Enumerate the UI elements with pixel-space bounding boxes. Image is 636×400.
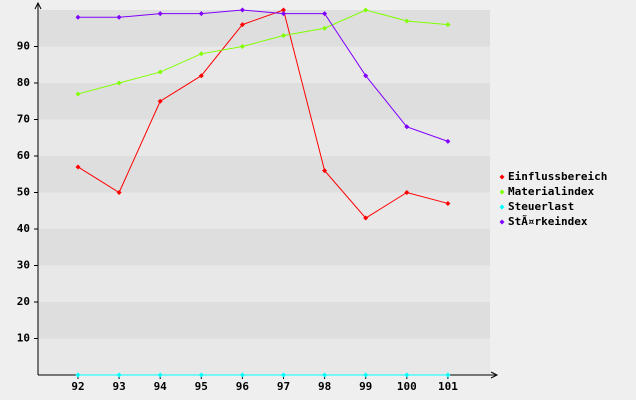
y-tick-label: 50 [17, 186, 30, 199]
x-tick-label: 101 [438, 380, 458, 393]
data-point [322, 168, 328, 174]
grid-band [38, 265, 490, 302]
data-point [198, 73, 204, 79]
x-tick-label: 100 [397, 380, 417, 393]
y-tick-label: 60 [17, 149, 30, 162]
grid-band [38, 302, 490, 339]
data-point [75, 14, 81, 20]
data-point [322, 25, 328, 31]
data-point [157, 372, 163, 378]
legend-label: Einflussbereich [508, 170, 607, 183]
grid-band [38, 229, 490, 266]
data-point [404, 190, 410, 195]
data-point [198, 372, 204, 378]
data-point [363, 7, 369, 13]
y-tick-label: 80 [17, 76, 30, 89]
data-point [157, 11, 163, 17]
data-point [363, 73, 369, 79]
data-point [75, 91, 81, 97]
data-point [239, 22, 245, 28]
x-tick-label: 94 [154, 380, 168, 393]
data-point [157, 98, 163, 104]
series-line [77, 9, 449, 219]
y-tick-label: 90 [17, 40, 30, 53]
grid-band [38, 338, 490, 375]
x-axis-arrow [490, 371, 499, 379]
y-tick-label: 10 [17, 332, 30, 345]
data-point [75, 164, 81, 170]
data-point [445, 372, 451, 378]
legend-label: Materialindex [508, 185, 594, 198]
grid-band [38, 156, 490, 193]
x-tick-label: 92 [71, 380, 84, 393]
data-point [157, 69, 163, 75]
x-tick-label: 96 [236, 380, 250, 393]
data-point [404, 18, 410, 24]
data-point [116, 372, 122, 378]
data-point [404, 124, 410, 130]
data-point [445, 200, 451, 206]
data-point [445, 138, 451, 144]
data-point [116, 80, 122, 86]
y-tick-label: 30 [17, 259, 30, 272]
data-point [404, 372, 410, 378]
legend-label: Steuerlast [508, 200, 574, 213]
y-tick-label: 70 [17, 113, 30, 126]
y-tick-label: 20 [17, 295, 30, 308]
data-point [198, 11, 204, 17]
data-point [281, 33, 286, 39]
data-point [281, 7, 286, 13]
legend-marker [499, 189, 505, 195]
data-point [363, 372, 369, 378]
x-tick-label: 99 [359, 380, 372, 393]
series-line [77, 9, 448, 95]
series-line [78, 9, 449, 142]
grid-band [38, 46, 490, 83]
data-point [281, 11, 286, 17]
data-point [239, 372, 245, 378]
data-point [116, 190, 122, 195]
legend-marker [499, 204, 505, 210]
data-point [322, 11, 328, 17]
legend-marker [499, 219, 505, 225]
grid-band [38, 83, 490, 120]
x-tick-label: 98 [318, 380, 331, 393]
data-point [445, 22, 451, 28]
data-point [198, 51, 204, 57]
grid-band [38, 192, 490, 229]
y-axis-arrow [34, 1, 42, 10]
data-point [281, 372, 286, 378]
legend-label: StÃ¤rkeindex [508, 215, 588, 228]
data-point [322, 372, 328, 378]
data-point [363, 215, 369, 221]
x-tick-label: 97 [277, 380, 290, 393]
data-point [239, 44, 245, 49]
data-point [116, 14, 122, 20]
data-point [239, 7, 245, 13]
y-tick-label: 40 [17, 222, 30, 235]
x-tick-label: 95 [195, 380, 208, 393]
legend-marker [499, 174, 505, 180]
x-tick-label: 93 [112, 380, 125, 393]
data-point [75, 372, 81, 378]
grid-band [38, 119, 490, 156]
